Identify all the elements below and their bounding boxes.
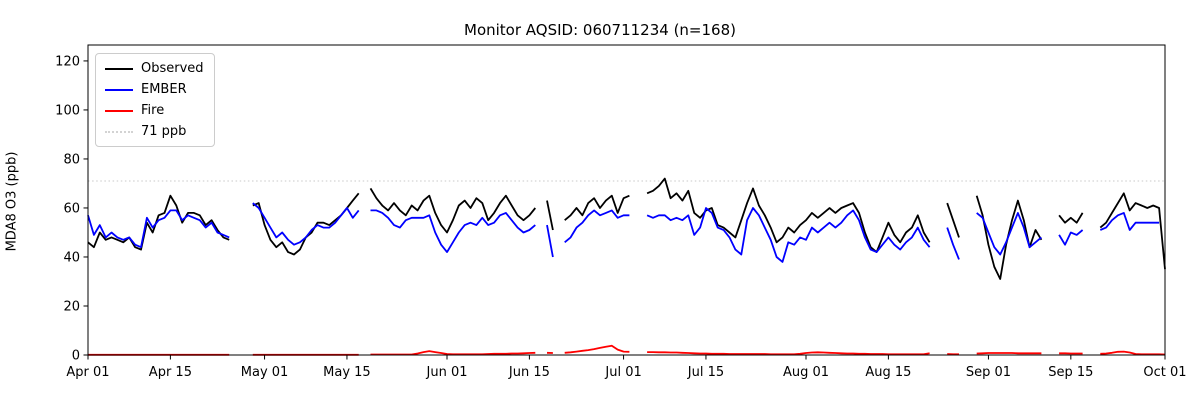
y-tick-label: 100 xyxy=(55,103,80,118)
x-tick-label: Jul 01 xyxy=(604,365,641,380)
y-tick-label: 120 xyxy=(55,54,80,69)
series-observed-line xyxy=(1099,192,1166,270)
series-observed-line xyxy=(546,200,554,231)
legend-line-sample xyxy=(105,130,133,133)
series-ember-line xyxy=(1099,211,1160,231)
x-tick-label: Sep 01 xyxy=(966,365,1011,380)
x-tick-label: Aug 01 xyxy=(783,365,829,380)
x-tick-label: Jul 15 xyxy=(687,365,724,380)
series-ember-line xyxy=(946,227,960,260)
legend-line-sample xyxy=(105,109,133,112)
series-fire-line xyxy=(370,350,536,356)
legend-line-sample xyxy=(105,88,133,91)
series-ember-line xyxy=(1058,229,1084,246)
legend-label: 71 ppb xyxy=(141,124,187,139)
x-tick-label: May 15 xyxy=(323,365,371,380)
legend-label: EMBER xyxy=(141,82,187,97)
series-ember-line xyxy=(976,211,1042,256)
x-tick-label: Apr 15 xyxy=(149,365,192,380)
series-fire-line xyxy=(976,352,1042,355)
y-tick-label: 20 xyxy=(63,299,80,314)
legend-item-observed: Observed xyxy=(105,61,204,76)
series-observed-line xyxy=(369,187,536,234)
legend: Observed EMBER Fire 71 ppb xyxy=(95,53,215,147)
series-ember-line xyxy=(87,209,230,249)
series-fire-line xyxy=(564,344,630,354)
y-tick-label: 80 xyxy=(63,152,80,167)
series-fire-line xyxy=(647,351,930,356)
legend-label: Observed xyxy=(141,61,204,76)
x-tick-label: Sep 15 xyxy=(1048,365,1093,380)
x-tick-label: Jun 01 xyxy=(426,365,468,380)
x-tick-label: May 01 xyxy=(241,365,289,380)
chart-title: Monitor AQSID: 060711234 (n=168) xyxy=(464,21,736,39)
x-tick-label: Apr 01 xyxy=(66,365,109,380)
y-tick-label: 40 xyxy=(63,250,80,265)
series-observed-line xyxy=(87,194,230,251)
y-tick-label: 0 xyxy=(72,349,80,364)
x-tick-label: Oct 01 xyxy=(1143,365,1186,380)
x-tick-label: Aug 15 xyxy=(865,365,911,380)
series-ember-line xyxy=(370,209,536,254)
x-tick-label: Jun 15 xyxy=(508,365,550,380)
series-observed-line xyxy=(946,202,960,238)
series-ember-line xyxy=(546,224,554,258)
series-fire-line xyxy=(1100,350,1166,356)
series-ember-line xyxy=(252,202,360,246)
series-observed-line xyxy=(1058,212,1084,224)
series-ember-line xyxy=(564,209,630,243)
series-observed-line xyxy=(646,177,931,254)
legend-label: Fire xyxy=(141,103,165,118)
y-tick-label: 60 xyxy=(63,201,80,216)
legend-item-71-ppb: 71 ppb xyxy=(105,124,204,139)
series-ember-line xyxy=(646,207,931,263)
legend-item-ember: EMBER xyxy=(105,82,204,97)
legend-item-fire: Fire xyxy=(105,103,204,118)
series-observed-line xyxy=(564,194,630,221)
series-observed-line xyxy=(975,195,1043,280)
legend-line-sample xyxy=(105,67,133,70)
plot-frame xyxy=(87,44,1166,356)
